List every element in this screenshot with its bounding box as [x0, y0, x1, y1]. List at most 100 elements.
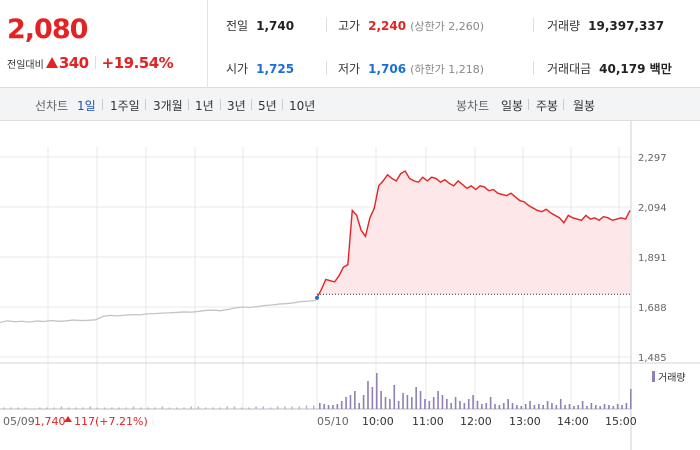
volume-bar [298, 406, 301, 409]
stat-value: 1,706 [368, 62, 407, 76]
divider [94, 56, 96, 69]
tab-1-year[interactable]: 1년 [195, 99, 214, 113]
change-amount: 340 [58, 54, 89, 72]
volume-bar [132, 406, 135, 409]
volume-bar [380, 391, 382, 409]
volume-bar [362, 395, 365, 409]
prev-day-rate: (+7.21%) [95, 415, 148, 428]
stat-sub: (하한가 1,218) [410, 63, 484, 76]
period-tabs: 선차트 1일 1주일 3개월 1년 3년 5년 10년 봉차트 일봉 주봉 월봉 [0, 88, 700, 121]
volume-bar [332, 405, 334, 409]
quote-stats: 전일 1,740 시가 1,725 고가 2,240 (상한가 2,260) 저가 1,7… [208, 0, 700, 88]
volume-bar [612, 406, 615, 409]
chart-labels: 2,297 2,094 1,891 1,688 1,485 거래량 05/09 05/10 10… [3, 153, 686, 428]
up-triangle-icon [45, 57, 58, 68]
prev-day-close: 1,740 [34, 415, 66, 428]
tab-monthly-candle[interactable]: 월봉 [573, 99, 596, 113]
tab-10-years[interactable]: 10년 [289, 99, 316, 113]
volume-bar [336, 404, 339, 409]
x-tick-label: 05/09 [3, 415, 35, 428]
session-start-marker [315, 295, 319, 300]
volume-bar [546, 401, 549, 409]
volume-bar [507, 399, 509, 409]
divider [533, 61, 534, 75]
volume-bar [327, 405, 330, 409]
volume-bar [345, 397, 347, 409]
volume-bar [446, 399, 448, 409]
volume-bar [603, 404, 606, 409]
volume-bar [476, 401, 479, 409]
quote-header: 2,080 전일대비 340 +19.54% 전일 1,740 시가 1,725 고가 2… [0, 0, 700, 88]
tab-weekly-candle[interactable]: 주봉 [536, 99, 559, 113]
volume-bar [354, 391, 356, 409]
x-tick-label: 10:00 [362, 415, 394, 428]
line-chart-label: 선차트 [35, 99, 69, 113]
tab-daily-candle[interactable]: 일봉 [501, 99, 524, 113]
volume-bar [599, 406, 601, 409]
volume-bar [197, 406, 200, 409]
volume-bar [371, 387, 374, 409]
volume-bar [467, 399, 470, 409]
volume-bar [498, 405, 501, 409]
y-tick-label: 1,485 [638, 353, 667, 364]
volume-bar [226, 406, 228, 409]
volume-bar [219, 407, 221, 409]
divider [528, 99, 529, 110]
tab-5-years[interactable]: 5년 [258, 99, 277, 113]
stat-label: 거래량 [547, 19, 581, 33]
volume-legend-label: 거래량 [658, 372, 686, 384]
tab-1-day[interactable]: 1일 [77, 99, 96, 113]
tab-3-years[interactable]: 3년 [227, 99, 246, 113]
volume-bar [190, 406, 192, 409]
volume-bar [393, 385, 396, 409]
current-price: 2,080 [7, 14, 88, 45]
x-tick-label: 12:00 [460, 415, 492, 428]
stat-prev-close: 전일 1,740 [226, 17, 294, 34]
stat-label: 저가 [338, 62, 361, 76]
volume-bar [389, 399, 391, 409]
volume-bar [533, 405, 536, 409]
volume-bar [111, 407, 113, 409]
today-area-fill [317, 171, 630, 298]
tab-1-week[interactable]: 1주일 [110, 99, 140, 113]
volume-bar [555, 405, 558, 409]
today-price-line [316, 170, 631, 299]
x-tick-label: 05/10 [317, 415, 349, 428]
tab-3-months[interactable]: 3개월 [153, 99, 183, 113]
chart-series [0, 170, 631, 324]
x-tick-label: 11:00 [412, 415, 444, 428]
volume-bar [485, 403, 488, 409]
volume-bar [621, 405, 623, 409]
volume-bar [103, 407, 106, 409]
volume-bar [568, 404, 571, 409]
volume-bar [358, 403, 361, 409]
volume-bar [494, 404, 496, 409]
volume-bar [472, 395, 474, 409]
stat-label: 거래대금 [547, 62, 592, 76]
volume-bar [590, 403, 593, 409]
volume-bar [276, 406, 279, 409]
volume-bar [17, 407, 19, 409]
stat-high: 고가 2,240 (상한가 2,260) [338, 17, 484, 34]
price-chart[interactable]: 2,297 2,094 1,891 1,688 1,485 거래량 05/09 05/10 10… [0, 121, 700, 450]
volume-bar [616, 404, 619, 409]
volume-bar [573, 406, 575, 409]
volume-bar [551, 403, 553, 409]
y-tick-label: 1,688 [638, 303, 667, 314]
volume-bar [161, 406, 164, 409]
volume-bar [3, 407, 5, 409]
volume-bar [415, 387, 417, 409]
change-label: 전일대비 [7, 60, 44, 71]
stat-open: 시가 1,725 [226, 60, 294, 77]
volume-bar [463, 403, 466, 409]
up-triangle-icon [64, 416, 72, 422]
volume-bar [502, 403, 505, 409]
stat-value: 40,179 백만 [599, 62, 672, 76]
volume-bar [586, 406, 588, 409]
volume-bar [454, 397, 457, 409]
volume-bar [516, 405, 518, 409]
stat-label: 전일 [226, 19, 249, 33]
volume-bar [437, 391, 439, 409]
volume-bar [323, 404, 325, 409]
price-block: 2,080 전일대비 340 +19.54% [0, 0, 208, 88]
